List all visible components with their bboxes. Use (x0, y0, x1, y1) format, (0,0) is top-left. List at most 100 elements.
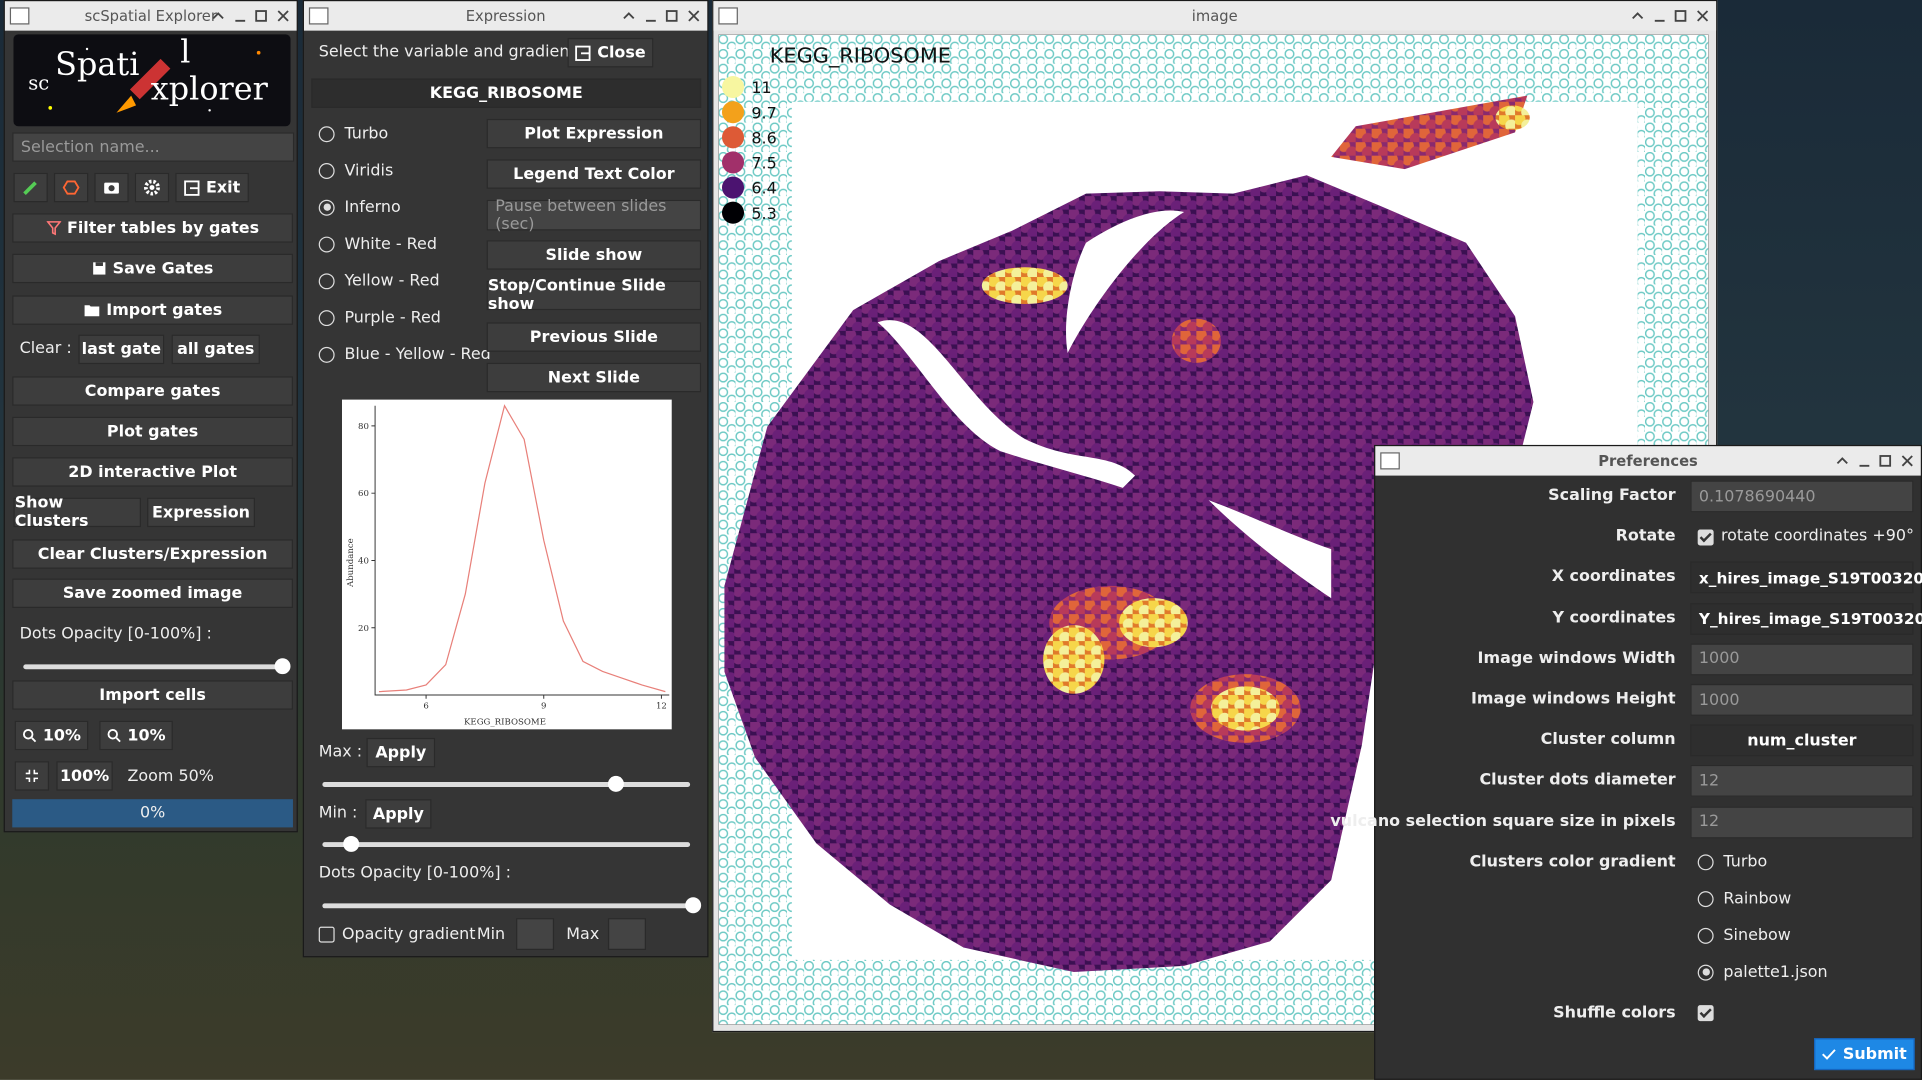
radio-label: Viridis (344, 161, 394, 180)
compare-gates-button[interactable]: Compare gates (12, 376, 293, 406)
show-clusters-button[interactable]: Show Clusters (13, 494, 141, 531)
collapse-button[interactable] (212, 12, 224, 20)
shuffle-checkbox[interactable] (1697, 1005, 1714, 1022)
maximize-button[interactable] (1674, 10, 1687, 22)
radio-circle (1697, 853, 1714, 870)
polygon-button[interactable] (53, 172, 89, 203)
apply-min-button[interactable]: Apply (365, 799, 432, 829)
clear-clusters-button[interactable]: Clear Clusters/Expression (12, 539, 293, 569)
pref-input[interactable]: 1000 (1690, 643, 1914, 676)
opacity-gradient-checkbox[interactable] (318, 926, 335, 943)
all-gates-button[interactable]: all gates (171, 334, 260, 365)
row-label: vulcano selection square size in pixels (1330, 812, 1676, 831)
tissue-gap (1208, 500, 1332, 599)
cluster-gradient-radio[interactable]: Turbo (1697, 848, 1767, 875)
slide-show-button[interactable]: Slide show (486, 240, 702, 270)
input-value: 1000 (1698, 650, 1740, 669)
gradient-radio[interactable]: White - Red (318, 230, 437, 257)
max-slider[interactable] (322, 775, 691, 792)
zoom-out-button[interactable]: 10% (99, 720, 173, 751)
maximize-button[interactable] (1879, 455, 1892, 467)
min-slider[interactable] (322, 835, 691, 852)
radio-circle (318, 346, 335, 363)
max-input[interactable] (607, 918, 646, 950)
gradient-radio[interactable]: Turbo (318, 120, 388, 147)
collapse-button[interactable] (1632, 12, 1644, 20)
settings-button[interactable] (134, 172, 170, 203)
zoom-in-button[interactable]: 10% (14, 720, 89, 751)
opacity-slider[interactable] (322, 897, 702, 914)
zoom-reset-button[interactable]: 100% (56, 761, 113, 791)
prompt: Select the variable and gradient : (318, 42, 587, 62)
radio-label: White - Red (344, 234, 437, 254)
rotate-checkbox[interactable] (1697, 529, 1714, 546)
legend-label: 11 (751, 78, 771, 97)
input-value: x_hires_image_S19T003201 (1698, 568, 1922, 588)
pref-input[interactable]: x_hires_image_S19T003201 (1690, 561, 1922, 594)
next-slide-button[interactable]: Next Slide (486, 362, 702, 393)
slider-handle[interactable] (607, 775, 624, 792)
import-gates-button[interactable]: Import gates (12, 295, 293, 325)
exit-button[interactable]: Exit (175, 172, 249, 203)
row-label: Image windows Width (1477, 649, 1676, 668)
close-button[interactable] (1901, 455, 1913, 467)
button-label: Previous Slide (529, 327, 658, 347)
maximize-button[interactable] (255, 10, 267, 22)
cluster-column-button[interactable]: num_cluster (1690, 724, 1914, 757)
cluster-gradient-radio[interactable]: palette1.json (1697, 959, 1828, 986)
close-button[interactable] (1697, 10, 1709, 22)
gradient-radio[interactable]: Inferno (318, 194, 401, 221)
maximize-button[interactable] (665, 10, 678, 22)
slider-handle[interactable] (343, 835, 360, 852)
save-zoomed-button[interactable]: Save zoomed image (12, 578, 293, 608)
submit-button[interactable]: Submit (1814, 1038, 1915, 1071)
filter-button[interactable]: Filter tables by gates (12, 213, 293, 243)
max-label: Max : (318, 742, 363, 762)
cluster-gradient-radio[interactable]: Rainbow (1697, 885, 1791, 912)
min-text: Min (476, 925, 506, 944)
gradient-radio[interactable]: Blue - Yellow - Red (318, 341, 491, 368)
slider-handle[interactable] (685, 897, 702, 914)
slider-handle[interactable] (274, 658, 291, 675)
selection-input[interactable]: Selection name... (12, 132, 295, 162)
close-button[interactable]: Close (567, 37, 654, 68)
opacity-slider[interactable] (23, 658, 291, 675)
camera-icon (104, 182, 119, 194)
radio-label: Yellow - Red (344, 271, 440, 290)
cluster-gradient-radio[interactable]: Sinebow (1697, 922, 1791, 949)
hotspot (1043, 625, 1105, 694)
plot-gates-button[interactable]: Plot gates (12, 416, 293, 447)
pref-input[interactable]: 0.1078690440 (1690, 480, 1914, 513)
close-button[interactable] (688, 10, 700, 22)
draw-button[interactable] (13, 172, 48, 203)
gradient-radio[interactable]: Yellow - Red (318, 267, 440, 294)
legend-color-button[interactable]: Legend Text Color (486, 159, 702, 189)
save-gates-button[interactable]: Save Gates (12, 253, 293, 284)
pause-input[interactable]: Pause between slides (sec) (486, 197, 702, 234)
pref-input[interactable]: 12 (1690, 765, 1914, 798)
previous-slide-button[interactable]: Previous Slide (486, 322, 702, 352)
pref-input[interactable]: 12 (1690, 806, 1914, 838)
close-button[interactable] (277, 10, 289, 22)
collapse-button[interactable] (1836, 457, 1848, 464)
radio-label: Blue - Yellow - Red (344, 345, 491, 364)
opacity-label: Dots Opacity [0-100%] : (19, 625, 212, 644)
screenshot-button[interactable] (94, 172, 129, 203)
legend-swatch (721, 75, 745, 99)
plot-expression-button[interactable]: Plot Expression (486, 118, 702, 149)
logo-text: sc (28, 71, 50, 95)
last-gate-button[interactable]: last gate (78, 334, 165, 365)
gradient-radio[interactable]: Viridis (318, 157, 394, 184)
gradient-radio[interactable]: Purple - Red (318, 304, 441, 331)
collapse-button[interactable] (623, 12, 635, 20)
stop-continue-button[interactable]: Stop/Continue Slide show (486, 277, 702, 314)
window-title: scSpatial Explorer (84, 7, 217, 25)
pref-input[interactable]: 1000 (1690, 683, 1914, 716)
pref-input[interactable]: Y_hires_image_S19T003201 (1690, 602, 1922, 635)
expression-button[interactable]: Expression (147, 497, 255, 528)
min-input[interactable] (516, 918, 555, 950)
fit-button[interactable] (14, 761, 50, 791)
interactive-plot-button[interactable]: 2D interactive Plot (12, 457, 293, 487)
import-cells-button[interactable]: Import cells (12, 680, 293, 710)
apply-max-button[interactable]: Apply (366, 737, 436, 768)
